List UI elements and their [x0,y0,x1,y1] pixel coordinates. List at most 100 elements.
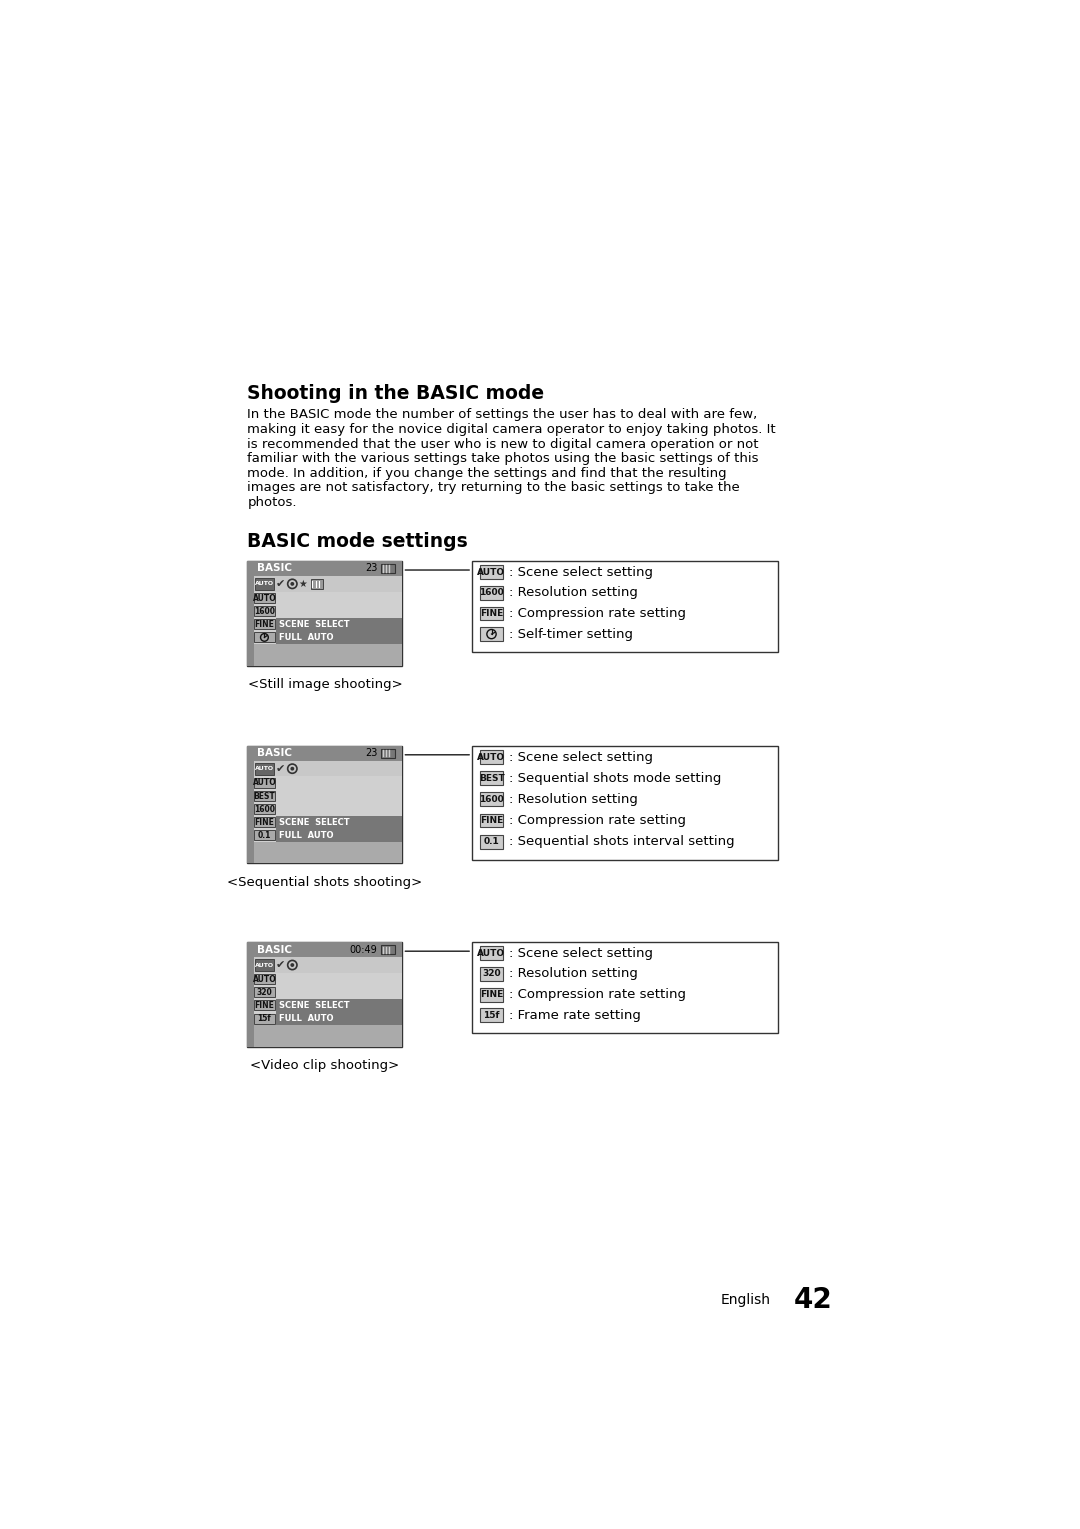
Text: FINE: FINE [255,619,274,628]
Bar [255,619,275,630]
Text: : Resolution setting: : Resolution setting [510,794,638,806]
Bar [254,789,403,803]
Text: AUTO: AUTO [253,976,276,983]
Text: : Compression rate setting: : Compression rate setting [510,607,686,619]
Bar [255,974,275,985]
Text: BEST: BEST [478,774,504,783]
Bar [276,618,403,631]
Bar [480,835,503,849]
Bar [254,942,403,957]
Bar [255,593,275,602]
Bar [480,627,503,641]
Text: 1600: 1600 [480,795,504,804]
Bar [255,605,275,616]
Bar [480,966,503,982]
Text: BASIC: BASIC [257,748,292,758]
Bar [247,942,254,1047]
Bar [255,763,273,775]
Text: 0.1: 0.1 [484,836,499,846]
Bar [255,790,275,801]
Text: AUTO: AUTO [253,778,276,787]
Bar [247,561,403,665]
Text: ★: ★ [299,579,308,589]
Text: 1600: 1600 [254,607,275,616]
Text: 42: 42 [794,1286,833,1313]
Text: In the BASIC mode the number of settings the user has to deal with are few,: In the BASIC mode the number of settings… [247,408,758,422]
Bar [255,830,275,841]
Text: 0.1: 0.1 [258,830,271,839]
Bar [254,842,403,864]
Bar [276,815,403,829]
Text: 320: 320 [257,988,272,997]
Text: is recommended that the user who is new to digital camera operation or not: is recommended that the user who is new … [247,437,759,451]
Text: AUTO: AUTO [477,950,505,957]
Bar [472,942,779,1032]
Text: familiar with the various settings take photos using the basic settings of this: familiar with the various settings take … [247,453,759,465]
Bar [254,986,403,998]
Bar [480,751,503,764]
Bar [254,1024,403,1047]
Text: <Sequential shots shooting>: <Sequential shots shooting> [227,876,422,888]
Bar [254,998,403,1012]
Text: making it easy for the novice digital camera operator to enjoy taking photos. It: making it easy for the novice digital ca… [247,424,777,436]
Text: SCENE  SELECT: SCENE SELECT [279,619,350,628]
Text: <Video clip shooting>: <Video clip shooting> [251,1060,400,1072]
Text: FULL  AUTO: FULL AUTO [279,633,334,642]
Bar [254,777,403,789]
Bar [254,803,403,815]
Bar [254,618,403,631]
Bar [380,749,394,758]
Text: : Scene select setting: : Scene select setting [510,566,653,578]
Text: English: English [720,1294,770,1307]
Circle shape [291,766,294,771]
Text: : Compression rate setting: : Compression rate setting [510,988,686,1001]
Bar [480,792,503,806]
Text: FINE: FINE [255,1001,274,1011]
Bar [254,829,403,842]
Text: : Frame rate setting: : Frame rate setting [510,1009,642,1021]
Bar [254,592,403,604]
Bar [480,607,503,621]
Text: SCENE  SELECT: SCENE SELECT [279,1001,350,1011]
Bar [480,566,503,579]
Text: ✔: ✔ [276,960,285,969]
Circle shape [291,583,294,586]
Text: FINE: FINE [480,816,503,826]
Text: : Resolution setting: : Resolution setting [510,586,638,599]
Text: 1600: 1600 [480,589,504,598]
Bar [480,988,503,1001]
Circle shape [291,963,294,966]
Text: : Resolution setting: : Resolution setting [510,968,638,980]
Text: FULL  AUTO: FULL AUTO [279,1014,334,1023]
Bar [254,644,403,665]
Bar [255,1000,275,1011]
Bar [276,998,403,1012]
Bar [247,746,403,864]
Text: BEST: BEST [254,792,275,801]
Text: : Self-timer setting: : Self-timer setting [510,627,633,641]
Bar [255,778,275,787]
Bar [254,746,403,761]
Text: ✔: ✔ [276,579,285,589]
Bar [255,633,275,642]
Bar [255,804,275,813]
Bar [276,1012,403,1024]
Bar [276,829,403,842]
Text: <Still image shooting>: <Still image shooting> [247,677,402,691]
Bar [480,946,503,960]
Bar [254,631,403,644]
Bar [247,942,403,1047]
Bar [380,564,394,573]
Text: AUTO: AUTO [477,752,505,761]
Bar [480,1008,503,1023]
Text: FULL  AUTO: FULL AUTO [279,830,334,839]
Text: : Compression rate setting: : Compression rate setting [510,813,686,827]
Text: images are not satisfactory, try returning to the basic settings to take the: images are not satisfactory, try returni… [247,482,740,494]
Text: : Scene select setting: : Scene select setting [510,946,653,960]
Bar [254,815,403,829]
Text: BASIC mode settings: BASIC mode settings [247,532,468,550]
Bar [254,604,403,618]
Text: AUTO: AUTO [255,963,274,968]
Text: : Scene select setting: : Scene select setting [510,751,653,763]
Text: SCENE  SELECT: SCENE SELECT [279,818,350,827]
